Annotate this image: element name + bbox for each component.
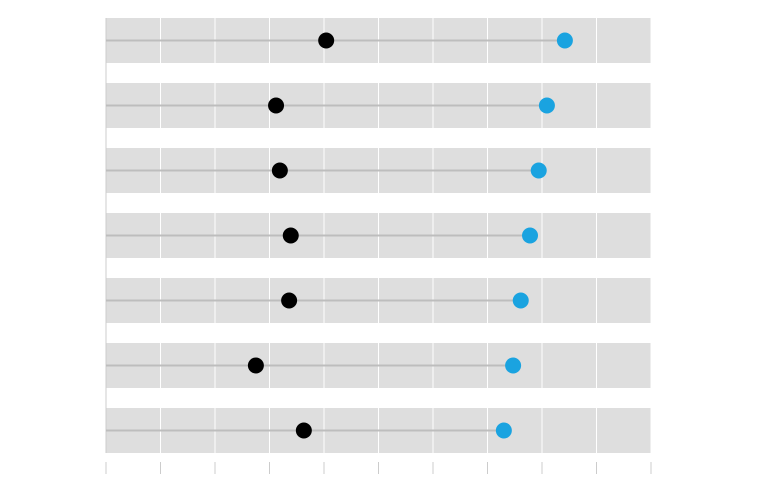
dot bbox=[505, 357, 522, 374]
dot bbox=[556, 32, 573, 49]
dot bbox=[530, 162, 547, 179]
dot bbox=[268, 97, 285, 114]
dot bbox=[522, 227, 539, 244]
dot bbox=[247, 357, 264, 374]
dot bbox=[512, 292, 529, 309]
dot bbox=[295, 422, 312, 439]
dot bbox=[271, 162, 288, 179]
dot bbox=[538, 97, 555, 114]
dot bbox=[495, 422, 512, 439]
dot bbox=[318, 32, 335, 49]
dot bbox=[281, 292, 298, 309]
dot bbox=[282, 227, 299, 244]
